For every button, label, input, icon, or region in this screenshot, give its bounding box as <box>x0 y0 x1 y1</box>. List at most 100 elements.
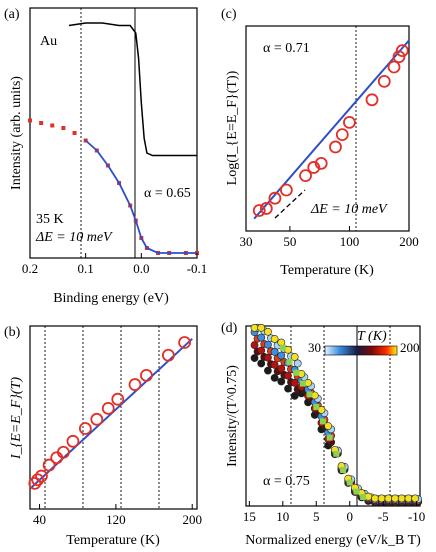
panel-c-data-point <box>329 140 342 154</box>
panel-d-data-point <box>324 422 333 430</box>
panel-b-data-point <box>28 476 42 490</box>
panel-c-data-point <box>252 204 266 217</box>
panel-d-xlabel: Normalized energy (eV/k_B T) <box>245 533 421 548</box>
panel-b-data-point <box>90 412 104 426</box>
panel-d: 15 10 5 0 -5 -10 T (K) 30 200 (d) α = 0.75 No… <box>221 321 425 548</box>
panel-d-data-point <box>290 378 299 387</box>
panel-b-ticks: 40 120 200 <box>33 504 202 527</box>
panel-d-data-point <box>270 373 279 382</box>
panel-d-data-point <box>277 377 286 386</box>
panel-c-data-point <box>387 60 401 74</box>
panel-a-data-point <box>72 131 77 135</box>
panel-d-data-point <box>277 351 286 360</box>
panel-c-data-point <box>279 183 293 197</box>
panel-d-data-point <box>264 340 272 349</box>
panel-d-fit-point <box>279 344 286 351</box>
panel-c-data-point <box>268 191 282 205</box>
panel-b-data-point <box>42 458 56 472</box>
panel-d-tick-label-0: 15 <box>243 509 256 524</box>
panel-d-data-point <box>384 494 393 503</box>
panel-d-fit-point <box>360 494 367 500</box>
panel-b-data-point <box>178 336 191 349</box>
panel-b-data-point <box>161 348 175 362</box>
panel-d-tick-label-5: -10 <box>408 509 425 524</box>
panel-d-data-point <box>257 333 266 342</box>
panel-d-fit-point <box>333 450 340 457</box>
panel-b-frame <box>29 325 198 510</box>
panel-d-data-point <box>257 323 266 332</box>
panel-d-data-point <box>290 391 299 400</box>
panel-a-tick-label-2: 0.0 <box>133 261 149 276</box>
panel-d-data-point <box>293 359 302 368</box>
panel-d-data-point <box>284 384 292 393</box>
panel-b-data-point <box>140 369 153 382</box>
panel-c-tick-label-0: 30 <box>240 234 253 249</box>
panel-d-fit-point <box>299 380 306 387</box>
panel-d-data-point <box>250 341 259 349</box>
panel-c-tick-label-2: 100 <box>340 234 360 249</box>
annotation-delta-e-c: ΔE = 10 meV <box>310 202 388 217</box>
colorbar-min: 30 <box>308 340 321 355</box>
panel-d-data-point <box>371 494 379 503</box>
panel-c-xlabel: Temperature (K) <box>280 263 374 278</box>
panel-d-data-point <box>391 494 399 503</box>
panel-d-data-point <box>250 354 259 362</box>
panel-a-data-point <box>50 123 55 128</box>
panel-c-tick-label-1: 50 <box>283 234 296 249</box>
annotation-temperature: 35 K <box>36 212 64 227</box>
annotation-alpha-c: α = 0.71 <box>263 41 310 56</box>
panel-c-tick-label-3: 200 <box>399 234 419 249</box>
panel-a: 0.2 0.1 0.0 -0.1 (a) Au α = 0.65 35 K ΔE = … <box>4 7 207 306</box>
annotation-alpha-d: α = 0.75 <box>263 474 310 489</box>
panel-c-fit-line <box>253 39 410 220</box>
panel-d-fit-point <box>286 359 293 365</box>
panel-c-data-point <box>335 128 349 142</box>
annotation-alpha-a: α = 0.65 <box>144 186 191 201</box>
panel-d-fit-point <box>306 391 313 398</box>
panel-d-data-point <box>397 494 406 503</box>
panel-b-tick-label-2: 200 <box>182 512 202 527</box>
panel-d-ticks: 15 10 5 0 -5 -10 <box>243 501 425 524</box>
panel-c-label: (c) <box>221 7 237 22</box>
panel-b-data-point <box>35 469 48 483</box>
panel-d-tick-label-2: 5 <box>313 509 320 524</box>
panel-b-data-point <box>128 378 142 391</box>
colorbar-max: 200 <box>400 340 420 355</box>
panel-d-tick-label-1: 10 <box>276 509 289 524</box>
panel-c-data-point <box>365 93 379 107</box>
panel-d-fit-point <box>346 479 353 486</box>
panel-d-tick-label-4: -5 <box>378 509 389 524</box>
panel-a-tick-label-1: 0.1 <box>78 261 94 276</box>
panel-a-label: (a) <box>4 7 20 22</box>
panel-d-tick-label-3: 0 <box>346 509 353 524</box>
colorbar <box>324 345 398 356</box>
au-reference-line <box>68 22 197 157</box>
panel-d-data-point <box>270 360 279 369</box>
panel-d-data-point <box>404 494 413 503</box>
panel-b-data-point <box>31 473 45 487</box>
panel-d-ylabel: Intensity/(T^0.75) <box>225 365 240 467</box>
panel-d-data-point <box>250 323 259 332</box>
panel-c-data-point <box>395 44 409 57</box>
panel-a-data-point <box>39 121 44 125</box>
panel-d-data-point <box>290 353 299 361</box>
panel-a-ticks: 0.2 0.1 0.0 -0.1 <box>22 253 207 276</box>
panel-b-data-point <box>101 401 115 415</box>
panel-b-ylabel: I_{E=E_F}(T) <box>9 377 24 460</box>
panel-b-tick-label-1: 120 <box>106 512 126 527</box>
panel-c-data-point <box>343 115 356 129</box>
panel-d-series <box>250 323 423 507</box>
panel-c-data-point <box>299 169 312 183</box>
panel-d-fit-point <box>353 488 360 495</box>
panel-b-data-point <box>57 445 70 459</box>
panel-b-data-point <box>78 422 92 435</box>
panel-d-data-point <box>264 366 272 375</box>
panel-d-data-point <box>277 364 286 373</box>
panel-a-series <box>28 22 199 255</box>
panel-d-fit-point <box>319 418 326 425</box>
panel-b: 40 120 200 (b) Temperature (K) I_{E=E_F}(T… <box>4 325 202 548</box>
panel-c-data-point <box>307 161 321 174</box>
panel-b-data-point <box>111 392 125 406</box>
panel-d-fit-point <box>326 434 333 441</box>
